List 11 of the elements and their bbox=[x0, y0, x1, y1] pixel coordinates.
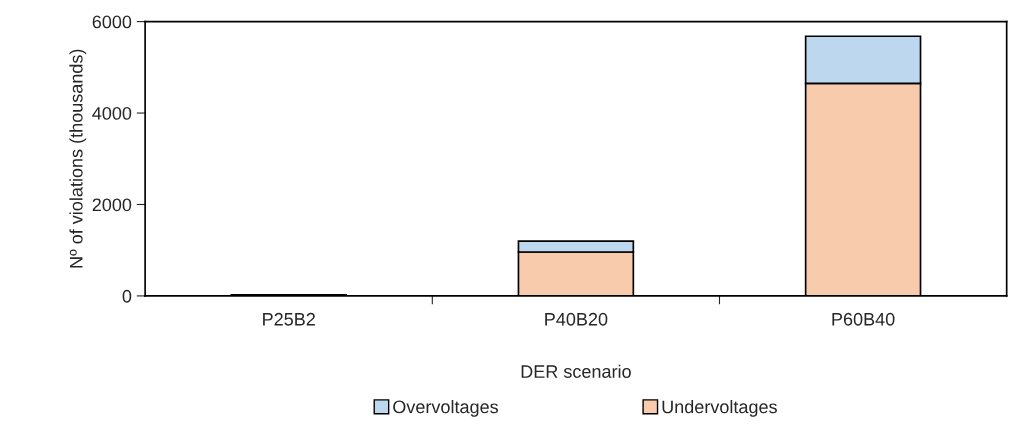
legend-label: Undervoltages bbox=[662, 400, 777, 417]
x-tick-label: P60B40 bbox=[832, 312, 895, 326]
y-tick-label: 4000 bbox=[92, 106, 132, 120]
x-tick-label: P40B20 bbox=[545, 312, 608, 326]
legend-label: Overvoltages bbox=[393, 400, 498, 417]
x-tick-label: P25B2 bbox=[263, 312, 315, 326]
y-tick-label: 0 bbox=[122, 289, 132, 303]
y-tick-label: 6000 bbox=[92, 15, 132, 29]
x-axis-title: DER scenario bbox=[521, 364, 631, 378]
y-axis-title: Nº of violations (thousands) bbox=[69, 49, 87, 268]
y-tick-label: 2000 bbox=[92, 198, 132, 212]
